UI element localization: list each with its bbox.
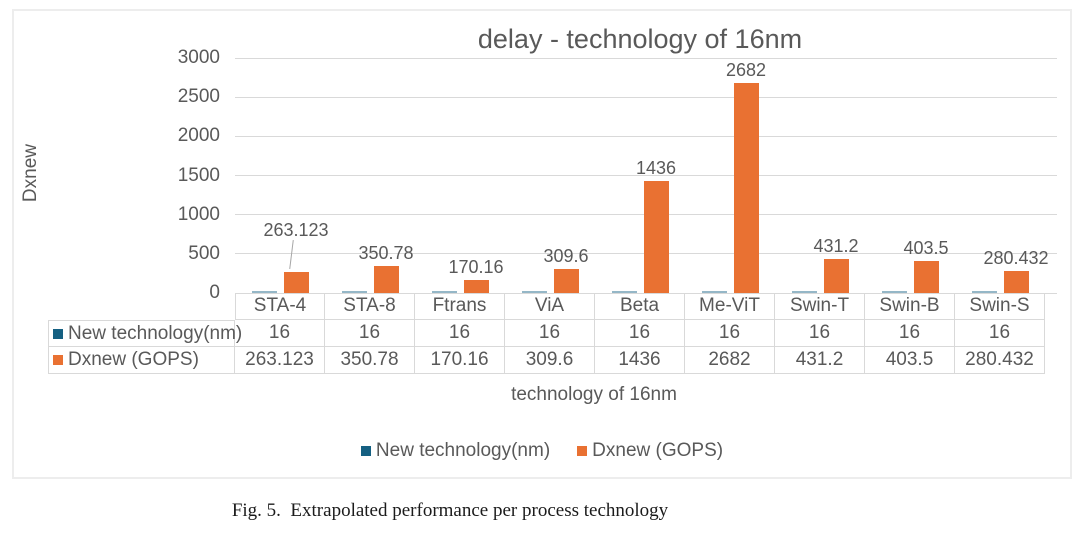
gridline xyxy=(235,135,1057,137)
legend-swatch-new-technology-icon xyxy=(360,446,371,456)
bar-new-technology xyxy=(701,291,727,293)
table-cell: 16 xyxy=(685,320,775,347)
table-cell: 16 xyxy=(235,320,325,347)
table-header-cell: Ftrans xyxy=(415,293,505,320)
table-header-cell: ViA xyxy=(505,293,595,320)
bar-dxnew xyxy=(733,82,759,293)
table-cell: 16 xyxy=(775,320,865,347)
legend-item-dxnew: Dxnew (GOPS) xyxy=(577,440,723,462)
gridline xyxy=(235,96,1057,98)
x-axis-title: technology of 16nm xyxy=(511,384,677,405)
bar-new-technology xyxy=(881,291,907,293)
y-tick-label: 500 xyxy=(188,242,220,264)
table-cell: 16 xyxy=(595,320,685,347)
table-header-cell: Swin-S xyxy=(955,293,1045,320)
bar-new-technology xyxy=(971,291,997,293)
y-tick-label: 0 xyxy=(209,282,220,303)
legend-label-dxnew: Dxnew (GOPS) xyxy=(592,440,724,461)
table-cell: 403.5 xyxy=(865,347,955,374)
y-axis-label: Dxnew xyxy=(20,144,41,203)
bar-new-technology xyxy=(791,291,817,293)
table-header-cell: STA-4 xyxy=(235,293,325,320)
table-row-label: Dxnew (GOPS) xyxy=(48,347,235,374)
bar-dxnew xyxy=(553,268,579,293)
table-header-cell: Beta xyxy=(595,293,685,320)
series-swatch-icon xyxy=(53,328,63,339)
table-cell: 280.432 xyxy=(955,347,1045,374)
chart-frame: delay - technology of 16nm Dxnew technol… xyxy=(12,9,1072,479)
gridline xyxy=(235,57,1057,59)
gridline xyxy=(235,292,1057,294)
data-label: 350.78 xyxy=(358,242,414,263)
table-cell: 170.16 xyxy=(415,347,505,374)
legend-item-new-technology: New technology(nm) xyxy=(360,440,551,462)
table-header-cell: Swin-T xyxy=(775,293,865,320)
series-name: New technology(nm) xyxy=(68,322,243,344)
data-label: 431.2 xyxy=(813,236,859,257)
y-tick-label: 1500 xyxy=(177,164,220,186)
data-label: 2682 xyxy=(725,59,767,80)
gridline xyxy=(235,175,1057,176)
table-row-label: New technology(nm) xyxy=(48,320,242,347)
y-tick-label: 3000 xyxy=(177,47,220,68)
y-tick-label: 1000 xyxy=(177,203,220,225)
table-cell: 1436 xyxy=(595,347,685,374)
y-tick-label: 2500 xyxy=(177,86,220,108)
table-cell: 263.123 xyxy=(235,347,325,374)
chart-title: delay - technology of 16nm xyxy=(477,24,803,54)
bar-dxnew xyxy=(913,261,939,293)
table-cell: 16 xyxy=(415,320,505,347)
table-cell: 350.78 xyxy=(325,347,415,374)
figure-caption: Fig. 5. Extrapolated performance per pro… xyxy=(231,500,669,521)
table-cell: 431.2 xyxy=(775,347,865,374)
data-label: 280.432 xyxy=(983,248,1049,269)
bar-dxnew xyxy=(463,279,489,293)
legend: New technology(nm) Dxnew (GOPS) xyxy=(14,440,1070,462)
legend-swatch-dxnew-icon xyxy=(577,446,588,456)
y-tick-label: 2000 xyxy=(177,125,220,147)
data-label: 170.16 xyxy=(448,256,504,277)
table-cell: 309.6 xyxy=(505,347,595,374)
table-header-cell: Me-ViT xyxy=(685,293,775,320)
table-header-cell: Swin-B xyxy=(865,293,955,320)
table-header-cell: STA-8 xyxy=(325,293,415,320)
bar-dxnew xyxy=(1003,271,1029,293)
table-cell: 16 xyxy=(505,320,595,347)
table-cell: 16 xyxy=(865,320,955,347)
bar-new-technology xyxy=(341,291,367,293)
bar-dxnew xyxy=(283,272,309,293)
data-label: 263.123 xyxy=(263,220,329,241)
bar-dxnew xyxy=(643,180,669,293)
table-cell: 16 xyxy=(955,320,1045,347)
bar-dxnew xyxy=(373,265,399,293)
series-swatch-icon xyxy=(53,355,63,365)
data-label: 1436 xyxy=(635,157,677,178)
leader-line xyxy=(289,240,294,270)
bar-new-technology xyxy=(611,291,637,293)
table-cell: 16 xyxy=(325,320,415,347)
data-label: 403.5 xyxy=(903,238,949,259)
bar-dxnew xyxy=(823,259,849,293)
legend-label-new-technology: New technology(nm) xyxy=(375,440,551,461)
table-cell: 2682 xyxy=(685,347,775,374)
bar-new-technology xyxy=(431,291,457,293)
series-name: Dxnew (GOPS) xyxy=(68,349,199,370)
bar-new-technology xyxy=(251,291,277,293)
bar-new-technology xyxy=(521,291,547,293)
data-label: 309.6 xyxy=(543,245,589,266)
